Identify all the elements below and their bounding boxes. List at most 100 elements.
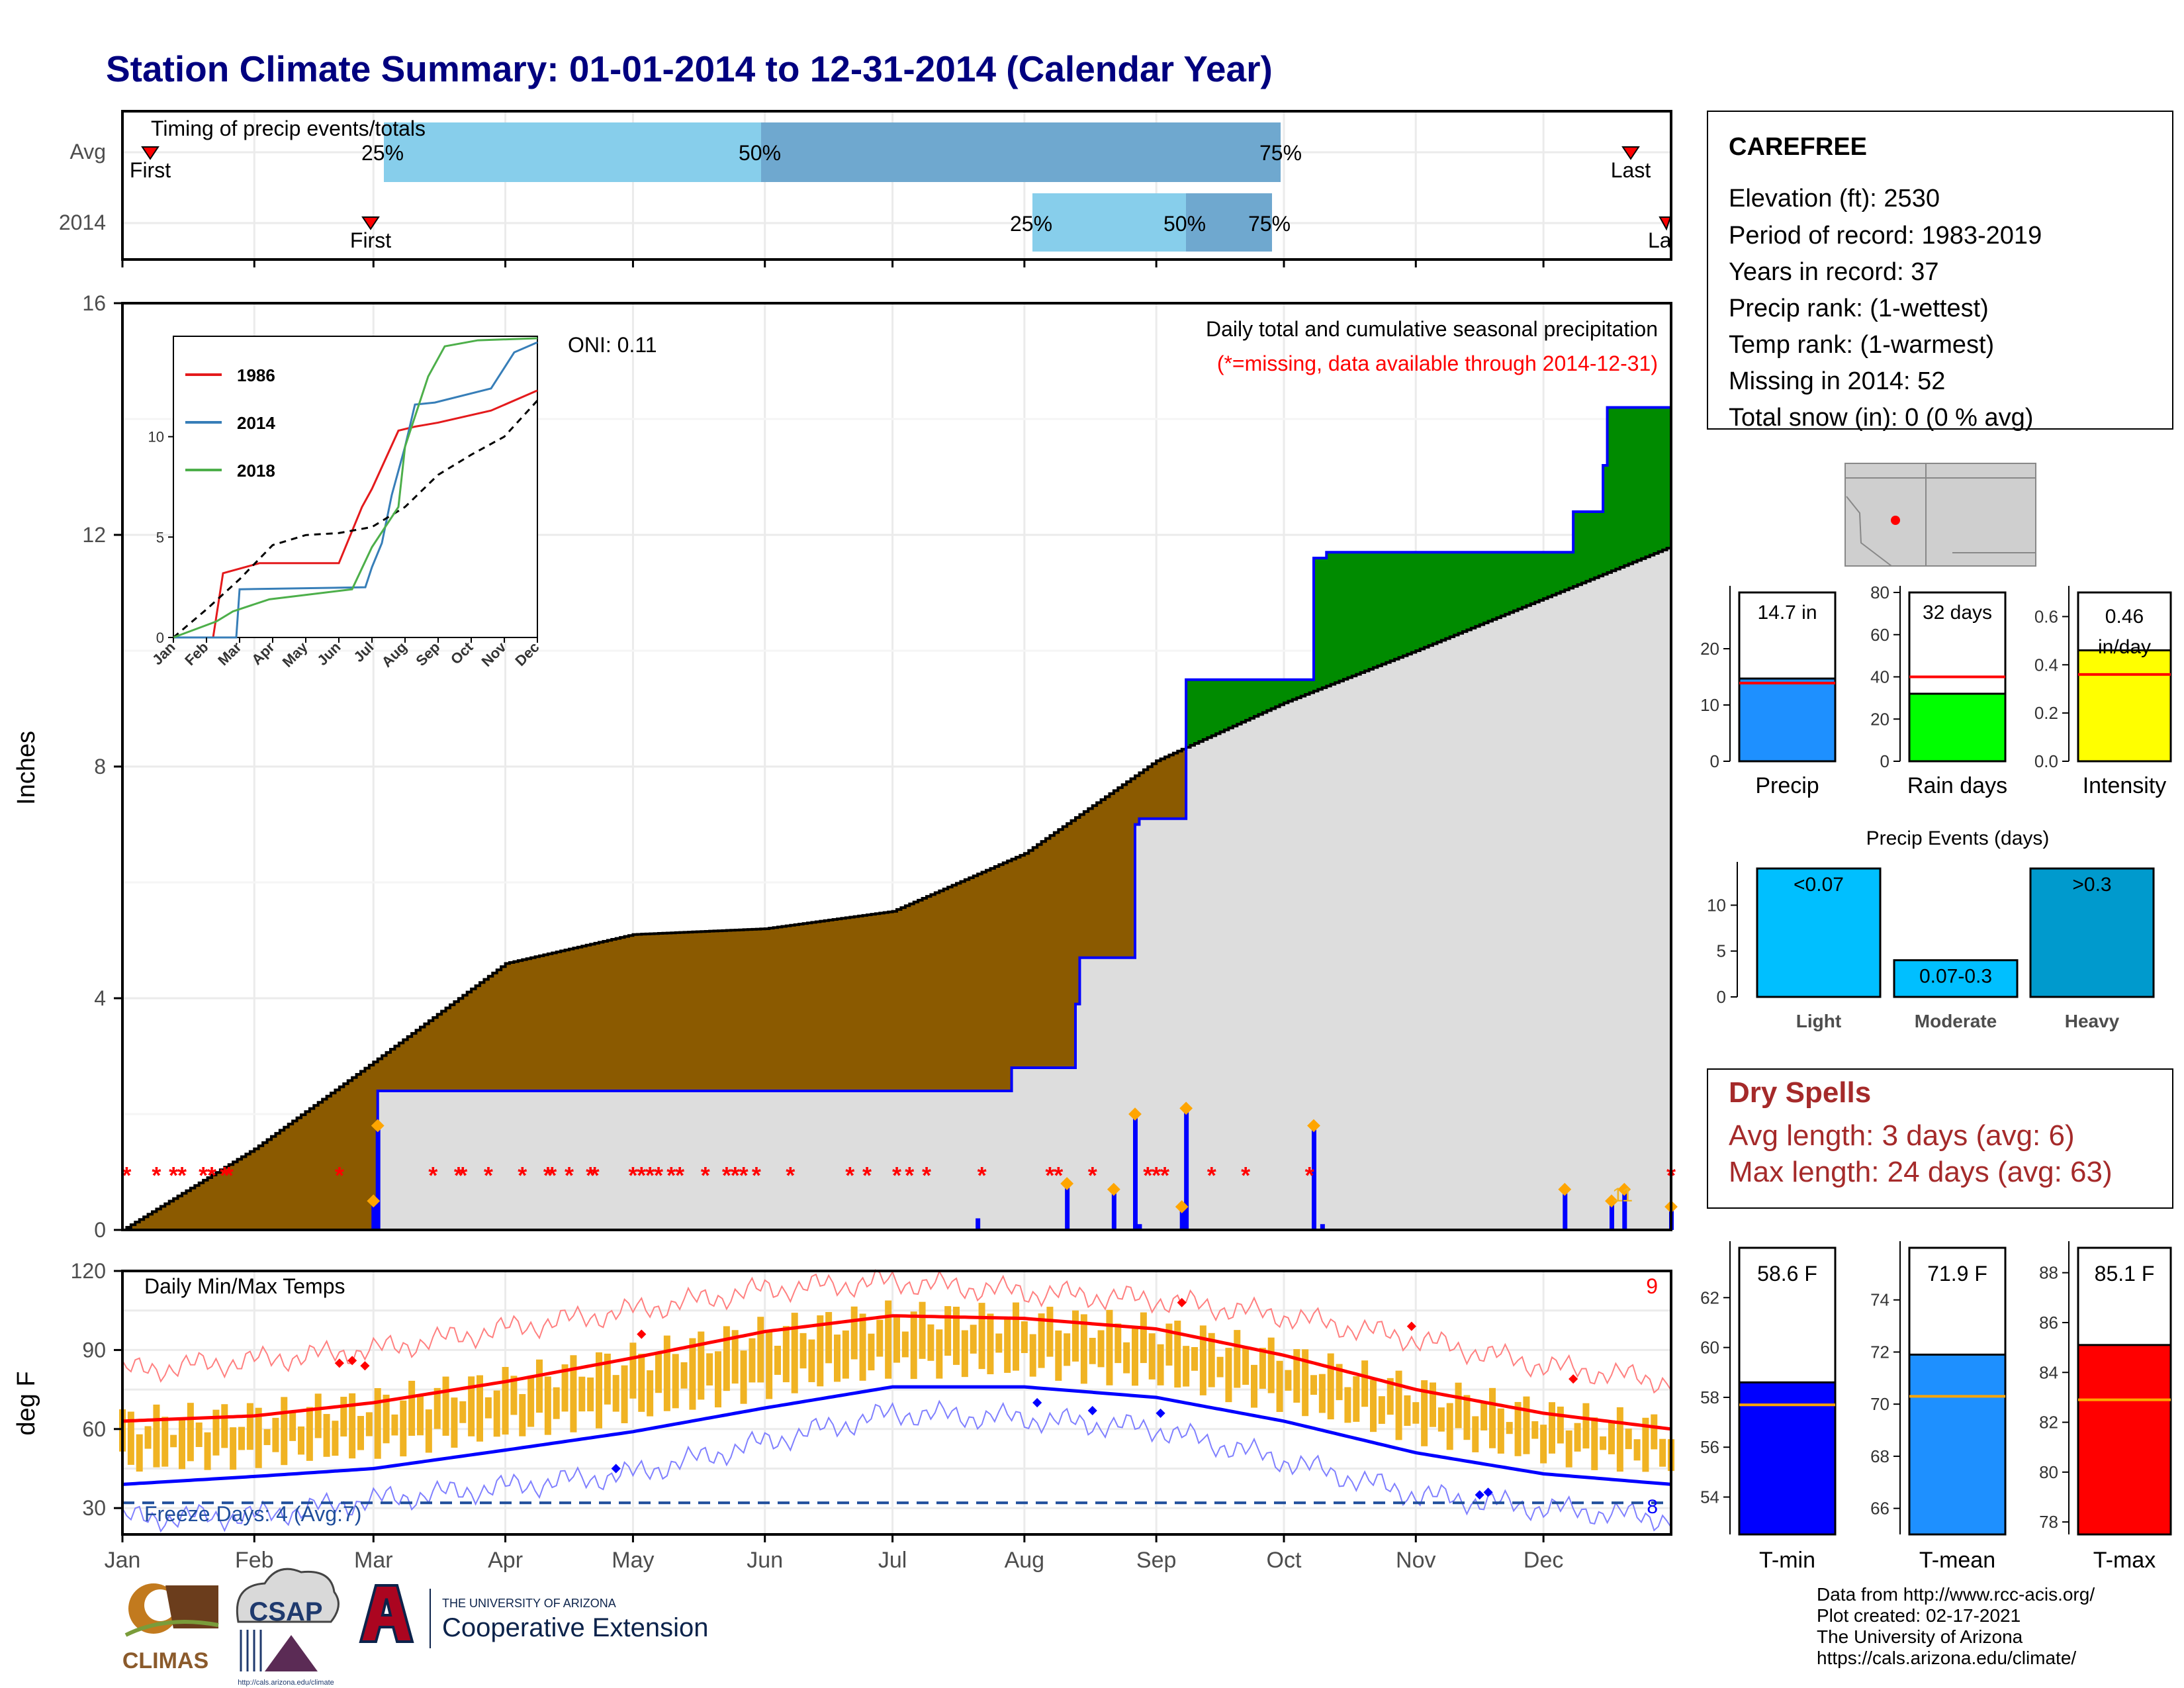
daily-temp-bar (1106, 1309, 1113, 1385)
daily-temp-bar (263, 1429, 271, 1446)
daily-temp-bar (1225, 1348, 1232, 1403)
daily-temp-bar (893, 1317, 900, 1363)
daily-precip-bar (1133, 1114, 1138, 1230)
footer-line-4: https://cals.arizona.edu/climate/ (1817, 1648, 2076, 1668)
main-ylabel: Inches (13, 731, 40, 805)
missing-marker: * (565, 1162, 574, 1189)
daily-temp-bar (995, 1333, 1003, 1353)
daily-temp-bar (1038, 1313, 1045, 1368)
daily-temp-bar (621, 1365, 628, 1424)
station-line-missing: Missing in 2014: 52 (1729, 367, 1945, 395)
daily-precip-dot (1605, 1194, 1618, 1208)
missing-marker: * (1152, 1162, 1161, 1189)
missing-marker: * (169, 1162, 178, 1189)
tmean-tick-label: 66 (1870, 1499, 1889, 1519)
missing-marker: * (845, 1162, 854, 1189)
events-category-label: Light (1796, 1011, 1841, 1031)
daily-temp-bar (791, 1313, 798, 1393)
daily-temp-bar (493, 1390, 500, 1437)
year-first-label: First (350, 228, 391, 252)
daily-temp-bar (1140, 1312, 1147, 1364)
csap-text: CSAP (249, 1597, 322, 1626)
daily-precip-dot (1307, 1119, 1320, 1133)
missing-marker: * (722, 1162, 731, 1189)
tmax-tick-label: 86 (2039, 1313, 2058, 1333)
missing-marker: * (731, 1162, 740, 1189)
tmin-tick-label: 58 (1700, 1387, 1719, 1407)
missing-marker: * (199, 1162, 208, 1189)
daily-temp-bar (1318, 1374, 1326, 1413)
daily-temp-bar (1123, 1342, 1130, 1374)
daily-temp-bar (1199, 1325, 1206, 1395)
legend-label-2018: 2018 (237, 461, 275, 481)
daily-precip-bar (1312, 1125, 1316, 1230)
month-axis: Jan Feb Mar Apr May Jun Jul Aug Sep Oct Nov Dec (105, 1534, 1563, 1573)
daily-temp-bar (1497, 1408, 1504, 1454)
missing-marker: * (458, 1162, 467, 1189)
temp-ytick-label: 60 (82, 1417, 106, 1441)
missing-marker: * (1207, 1162, 1216, 1189)
daily-temp-bar (170, 1434, 177, 1448)
daily-temp-bar (1234, 1330, 1241, 1388)
daily-temp-bar (774, 1345, 781, 1375)
events-tick-label: 5 (1717, 941, 1726, 961)
daily-precip-dot (367, 1194, 381, 1208)
missing-marker: * (645, 1162, 655, 1189)
csap-logo: CSAP http://cals.arizona.edu/climate (236, 1568, 340, 1687)
daily-temp-bar (314, 1393, 322, 1438)
daily-temp-bar (221, 1404, 228, 1448)
missing-marker: * (1088, 1162, 1097, 1189)
daily-temp-bar (1651, 1414, 1658, 1450)
missing-marker: * (428, 1162, 437, 1189)
timing-row-year: 2014 (59, 211, 106, 234)
daily-temp-bar (1242, 1346, 1250, 1385)
daily-temp-bar (672, 1354, 679, 1409)
missing-marker: * (637, 1162, 646, 1189)
freeze-days-label: Freeze Days: 4 (Avg:7) (144, 1502, 361, 1526)
temp-chart-title: Daily Min/Max Temps (144, 1274, 345, 1298)
daily-precip-bar (1610, 1201, 1614, 1230)
daily-precip-dots (367, 1102, 1678, 1213)
daily-temp-bar (927, 1324, 934, 1361)
daily-temp-bar (978, 1303, 985, 1370)
missing-marker: * (224, 1162, 234, 1189)
tmin-tick-label: 54 (1700, 1487, 1719, 1507)
daily-temp-bar (1072, 1310, 1079, 1362)
missing-marker: * (922, 1162, 931, 1189)
daily-temp-bar (1600, 1436, 1607, 1450)
daily-temp-bar (1327, 1353, 1334, 1420)
daily-temp-bar (374, 1388, 381, 1459)
daily-temp-bar (391, 1414, 398, 1436)
daily-temp-bar (842, 1330, 849, 1379)
record-high-marker (637, 1329, 647, 1339)
daily-temp-bar (1659, 1438, 1666, 1467)
missing-marker: * (484, 1162, 493, 1189)
station-info-box: CAREFREE Elevation (ft): 2530 Period of … (1707, 111, 2173, 432)
daily-temp-bar (850, 1306, 858, 1360)
year-last-label: La (1648, 228, 1672, 252)
station-line-snow: Total snow (in): 0 (0 % avg) (1729, 404, 2033, 432)
daily-temp-bar (502, 1367, 509, 1435)
daily-precip-dot (1060, 1177, 1074, 1190)
intensity-tick-label: 0.6 (2034, 606, 2058, 626)
dry-spells-max: Max length: 24 days (avg: 63) (1729, 1156, 2113, 1188)
temp-record-high-count: 9 (1646, 1274, 1658, 1298)
inset-frame (173, 336, 538, 638)
daily-temp-bar (1216, 1356, 1224, 1378)
rain_days-tick-label: 40 (1870, 667, 1889, 687)
daily-temp-bar (1302, 1349, 1309, 1417)
daily-temp-bar (246, 1403, 253, 1450)
tmax-label: T-max (2093, 1548, 2156, 1573)
missing-marker: * (1305, 1162, 1314, 1189)
daily-temp-bar (1387, 1378, 1394, 1415)
daily-temp-bar (1591, 1417, 1598, 1470)
daily-temp-bar (195, 1422, 203, 1447)
rain_days-label: Rain days (1907, 773, 2007, 798)
year-p25-label: 25% (1010, 212, 1052, 236)
daily-temp-bar (212, 1409, 220, 1456)
events-tick-label: 10 (1707, 895, 1726, 915)
daily-temp-bar (484, 1397, 492, 1419)
main-ytick-label: 0 (94, 1218, 106, 1242)
dry-spells-frame (1707, 1068, 2173, 1209)
intensity-tick-label: 0.2 (2034, 703, 2058, 723)
